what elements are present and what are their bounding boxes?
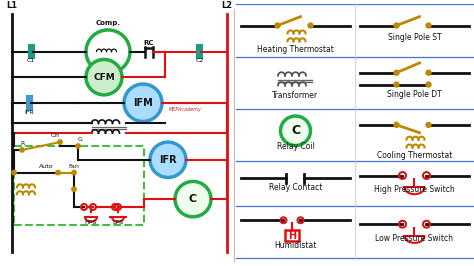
Circle shape (281, 116, 310, 146)
Text: Auto: Auto (39, 164, 53, 169)
Text: C1: C1 (27, 59, 35, 63)
Text: High Pressure Switch: High Pressure Switch (374, 185, 455, 194)
Text: L1: L1 (7, 1, 18, 10)
Circle shape (12, 171, 16, 175)
Text: C: C (291, 124, 300, 137)
Text: Single Pole ST: Single Pole ST (388, 33, 441, 42)
Text: LPS: LPS (112, 220, 124, 225)
Circle shape (76, 144, 80, 148)
Text: RC: RC (144, 40, 154, 46)
Circle shape (394, 23, 399, 28)
Text: Y: Y (72, 190, 76, 195)
Circle shape (426, 82, 431, 87)
Text: L2: L2 (221, 1, 233, 10)
Text: Fan: Fan (69, 164, 80, 169)
Text: Relay Coil: Relay Coil (276, 143, 314, 151)
Text: Heating Thermostat: Heating Thermostat (257, 45, 334, 54)
Circle shape (124, 84, 162, 121)
Circle shape (150, 142, 186, 177)
Text: MEPAcademy: MEPAcademy (169, 107, 201, 112)
Circle shape (175, 181, 211, 217)
Text: IFR: IFR (24, 110, 34, 115)
Circle shape (426, 23, 431, 28)
Text: Comp.: Comp. (95, 20, 120, 26)
Circle shape (426, 70, 431, 75)
Text: Single Pole DT: Single Pole DT (387, 90, 442, 99)
Circle shape (426, 122, 431, 127)
Text: R: R (20, 141, 24, 146)
Text: On: On (51, 133, 60, 138)
FancyBboxPatch shape (285, 230, 300, 241)
Circle shape (275, 23, 280, 28)
Circle shape (72, 171, 76, 175)
Circle shape (20, 148, 24, 152)
Circle shape (394, 82, 399, 87)
Circle shape (58, 140, 62, 144)
Text: H: H (289, 231, 297, 240)
Text: HPS: HPS (85, 220, 97, 225)
Circle shape (56, 171, 60, 175)
Text: Humidistat: Humidistat (274, 241, 317, 250)
Circle shape (394, 70, 399, 75)
Text: Cooling Thermostat: Cooling Thermostat (377, 151, 452, 160)
Text: Relay Contact: Relay Contact (269, 183, 322, 192)
Text: G: G (78, 137, 82, 142)
Circle shape (394, 122, 399, 127)
Circle shape (86, 60, 122, 95)
Text: CFM: CFM (93, 73, 115, 82)
Text: IFR: IFR (159, 155, 177, 165)
Text: C: C (189, 194, 197, 204)
Text: Low Pressure Switch: Low Pressure Switch (375, 234, 454, 243)
Circle shape (308, 23, 313, 28)
Text: Transformer: Transformer (273, 91, 319, 100)
Text: IFM: IFM (133, 98, 153, 108)
Text: C2: C2 (196, 59, 204, 63)
Circle shape (72, 187, 76, 192)
